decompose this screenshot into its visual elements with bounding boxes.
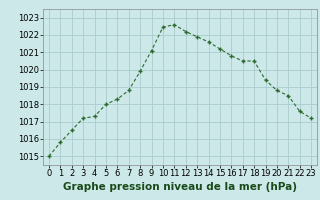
X-axis label: Graphe pression niveau de la mer (hPa): Graphe pression niveau de la mer (hPa) [63, 182, 297, 192]
